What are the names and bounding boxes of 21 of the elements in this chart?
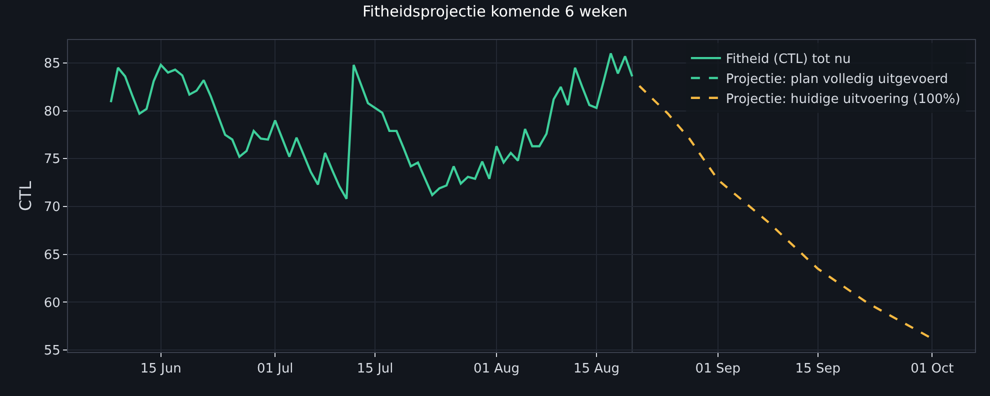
x-tick-label: 01 Jul [256, 362, 294, 377]
y-tick-label: 70 [44, 200, 60, 216]
x-tick-label: 15 Sep [795, 362, 840, 377]
line-series [110, 52, 634, 200]
y-tick-label: 85 [44, 56, 60, 72]
legend-label: Fitheid (CTL) tot nu [726, 52, 851, 68]
x-tick-label: 01 Sep [695, 362, 740, 377]
legend-label: Projectie: plan volledig uitgevoerd [726, 72, 948, 88]
x-tick-label: 01 Oct [910, 362, 954, 377]
legend-label: Projectie: huidige uitvoering (100%) [726, 92, 960, 107]
y-tick-label: 75 [44, 152, 60, 168]
y-tick-label: 80 [44, 104, 60, 120]
x-tick-label: 01 Aug [473, 362, 520, 377]
x-tick-label: 15 Jun [140, 362, 182, 377]
y-tick-label: 55 [44, 344, 60, 359]
x-tick-label: 15 Aug [573, 362, 620, 377]
chart-title: Fitheidsprojectie komende 6 weken [362, 2, 628, 20]
x-tick-label: 15 Jul [356, 362, 394, 377]
y-tick-label: 65 [44, 248, 60, 263]
y-axis-title: CTL [16, 180, 35, 211]
y-tick-label: 60 [44, 296, 60, 311]
